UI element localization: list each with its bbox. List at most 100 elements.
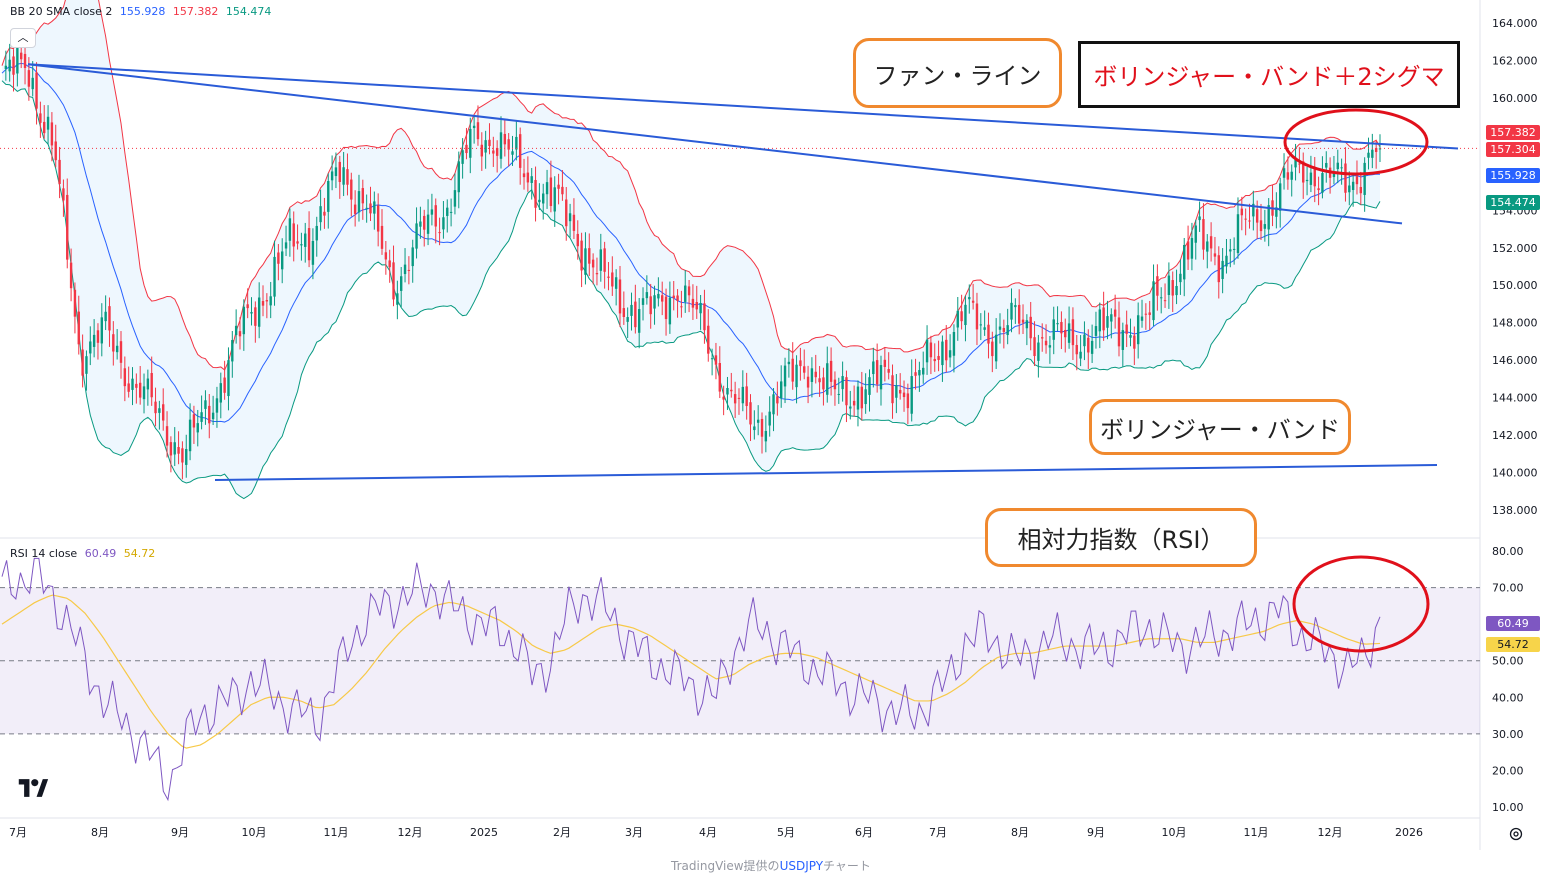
candle-body	[1252, 203, 1255, 217]
candle-body	[1190, 238, 1194, 259]
fan-line-upper[interactable]	[27, 63, 1459, 150]
rsi-legend[interactable]: RSI 14 close 60.49 54.72	[10, 547, 159, 560]
candle-body	[123, 368, 127, 387]
candle-body	[472, 125, 476, 129]
candle-body	[787, 361, 791, 365]
candle-body	[277, 252, 280, 264]
candle-body	[35, 72, 38, 109]
candle-body	[181, 448, 184, 463]
candle-body	[595, 273, 599, 275]
candle-body	[649, 296, 652, 315]
candle-body	[1056, 323, 1059, 325]
candle-body	[837, 393, 840, 395]
candle-body	[795, 364, 798, 388]
candle-body	[818, 378, 821, 383]
candle-body	[254, 307, 257, 326]
time-axis-tick: 11月	[324, 826, 349, 839]
candle-body	[879, 365, 883, 390]
candle-body	[618, 279, 622, 314]
candle-body	[960, 311, 963, 322]
bb-lower-value: 154.474	[225, 5, 272, 18]
candle-body	[12, 56, 15, 75]
candle-body	[1129, 335, 1132, 338]
candle-body	[211, 412, 215, 420]
candle-body	[572, 214, 576, 231]
candle-body	[1148, 312, 1151, 315]
candle-body	[119, 341, 123, 363]
candle-body	[85, 356, 88, 374]
candle-body	[1213, 253, 1217, 257]
candle-body	[891, 375, 894, 404]
candle-body	[511, 151, 514, 155]
candle-body	[104, 311, 107, 322]
footer-symbol-link[interactable]: USDJPY	[779, 859, 824, 873]
candle-body	[852, 400, 856, 406]
chevron-up-icon: ︿	[17, 31, 29, 44]
candle-body	[1221, 260, 1224, 280]
candle-body	[994, 334, 998, 362]
candle-body	[1167, 275, 1171, 295]
candle-body	[261, 301, 265, 306]
candle-body	[127, 383, 130, 392]
candle-body	[369, 203, 372, 214]
candle-body	[469, 128, 472, 158]
time-axis-tick: 9月	[1087, 826, 1105, 839]
candle-body	[131, 378, 134, 390]
candle-body	[637, 309, 641, 333]
candle-body	[154, 401, 157, 414]
candle-body	[895, 385, 898, 398]
price-axis: 164.000162.000160.000158.000156.000154.0…	[1492, 17, 1538, 517]
bb-legend[interactable]: BB 20 SMA close 2 155.928 157.382 154.47…	[10, 5, 275, 18]
price-axis-tick: 140.000	[1492, 467, 1538, 480]
candle-body	[1344, 163, 1347, 193]
candle-body	[1313, 167, 1316, 187]
candle-body	[238, 331, 242, 337]
collapse-legend-button[interactable]: ︿	[10, 28, 36, 48]
candle-body	[69, 262, 73, 289]
candle-body	[630, 304, 633, 316]
footer-suffix: チャート	[823, 859, 871, 873]
fan-line-lower[interactable]	[27, 63, 1403, 225]
price-axis-tick: 162.000	[1492, 54, 1538, 67]
candle-body	[227, 360, 230, 397]
candle-body	[1041, 337, 1044, 339]
candle-body	[849, 406, 852, 409]
candle-body	[906, 393, 910, 409]
price-axis-tick: 144.000	[1492, 392, 1538, 405]
candle-body	[1217, 255, 1220, 283]
candle-body	[1255, 209, 1259, 223]
candle-body	[626, 317, 629, 322]
candle-body	[66, 194, 69, 260]
candle-body	[112, 334, 115, 352]
candle-body	[1136, 315, 1140, 345]
candle-body	[868, 377, 871, 395]
candle-body	[622, 308, 626, 317]
annotation-bollinger-2sigma: ボリンジャー・バンド＋2シグマ	[1078, 41, 1460, 108]
candle-body	[376, 205, 380, 232]
candle-body	[158, 408, 161, 413]
candle-body	[219, 383, 222, 403]
support-line[interactable]	[214, 464, 1438, 482]
bollinger-band-fill	[2, 0, 1380, 499]
candle-body	[1332, 172, 1336, 178]
candle-body	[983, 327, 986, 330]
candle-body	[173, 442, 176, 455]
candle-body	[300, 244, 303, 246]
candle-body	[1133, 335, 1136, 349]
time-axis-tick: 5月	[777, 826, 795, 839]
candle-body	[200, 412, 203, 422]
candle-body	[611, 272, 614, 287]
candle-body	[1294, 158, 1297, 168]
candle-body	[929, 342, 933, 358]
candle-body	[584, 248, 587, 275]
candle-body	[553, 187, 556, 212]
tradingview-logo-icon[interactable]	[17, 775, 49, 801]
candle-body	[142, 386, 146, 400]
rsi-ma-line	[1, 594, 1381, 749]
candle-body	[645, 292, 649, 299]
time-axis-tick: 8月	[1011, 826, 1029, 839]
gear-icon[interactable]	[1508, 826, 1524, 842]
candle-body	[737, 397, 741, 399]
candle-body	[1186, 241, 1190, 260]
